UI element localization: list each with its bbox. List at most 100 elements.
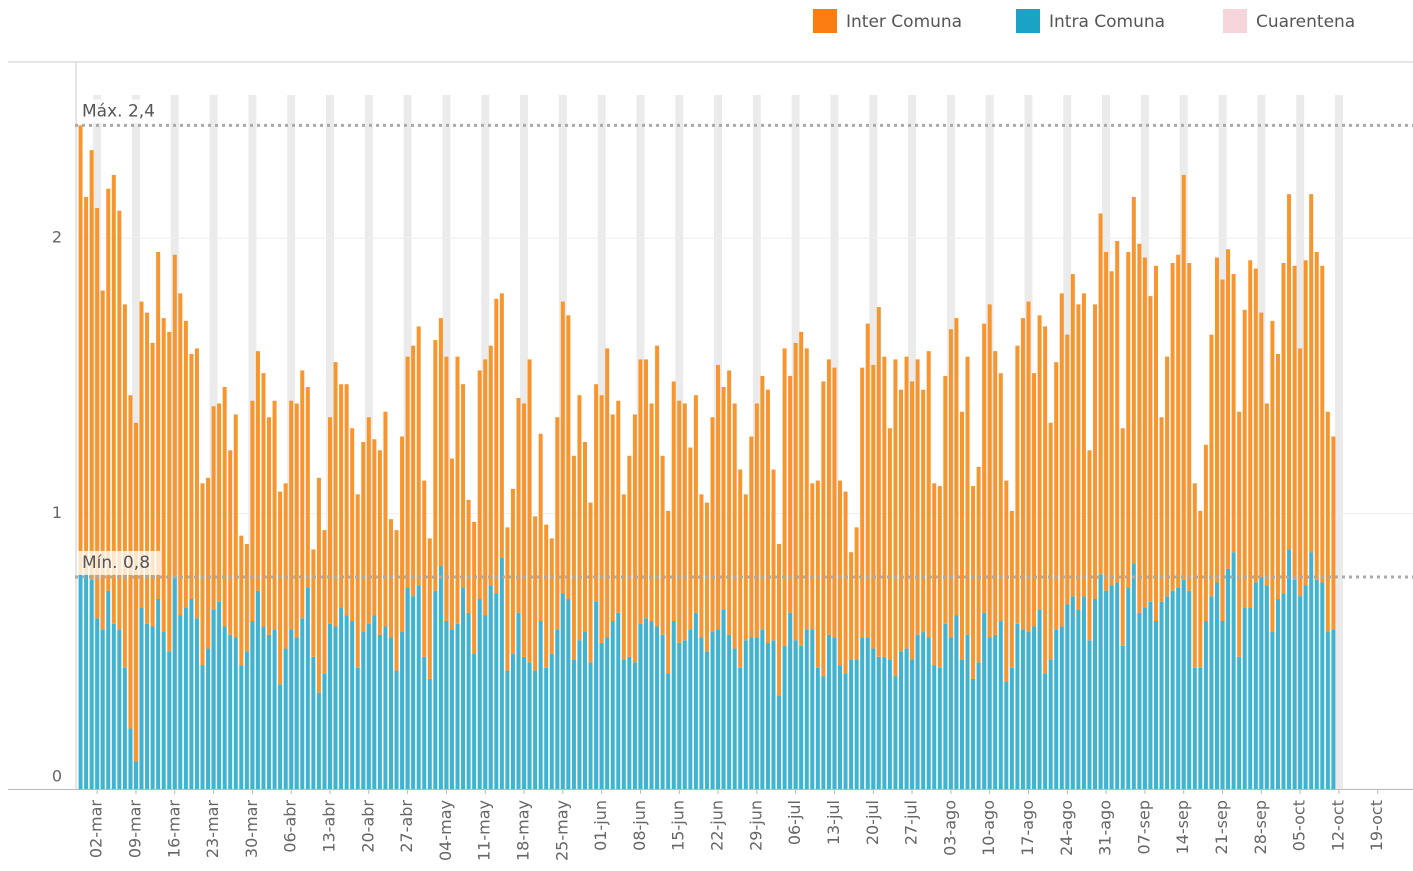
bar-segment xyxy=(333,626,338,789)
bar-segment xyxy=(100,290,105,630)
x-tick-label: 08-jun xyxy=(630,800,649,851)
bar-segment xyxy=(971,486,976,679)
x-tick-label: 16-mar xyxy=(164,800,183,859)
x-tick-label: 11-may xyxy=(475,800,494,861)
bar-segment xyxy=(400,632,405,789)
bar-segment xyxy=(682,640,687,789)
bar-segment xyxy=(738,469,743,668)
bar-segment xyxy=(178,293,183,616)
bar-segment xyxy=(1020,629,1025,789)
bar-segment xyxy=(666,510,671,674)
bar-segment xyxy=(289,629,294,789)
bar-segment xyxy=(854,659,859,789)
quarantine-band xyxy=(1334,95,1343,789)
bar-segment xyxy=(228,450,233,635)
bar-segment xyxy=(671,381,676,622)
x-tick-label: 06-jul xyxy=(785,800,804,845)
bar-segment xyxy=(1104,252,1109,591)
x-tick-label: 02-mar xyxy=(87,800,106,859)
bar-segment xyxy=(89,150,94,580)
x-tick-label: 28-sep xyxy=(1251,800,1270,854)
bar-segment xyxy=(871,648,876,789)
bar-segment xyxy=(976,466,981,663)
bar-segment xyxy=(1281,593,1286,789)
bar-segment xyxy=(577,395,582,641)
bar-segment xyxy=(1009,510,1014,668)
bar-segment xyxy=(921,632,926,789)
bar-segment xyxy=(987,637,992,789)
bar-segment xyxy=(239,535,244,666)
bar-segment xyxy=(649,403,654,622)
bar-segment xyxy=(1309,194,1314,553)
bar-segment xyxy=(433,340,438,591)
bar-segment xyxy=(1226,249,1231,569)
bar-segment xyxy=(206,648,211,789)
bar-segment xyxy=(405,587,410,789)
bar-segment xyxy=(78,125,83,575)
x-tick-label: 19-oct xyxy=(1367,800,1386,851)
y-tick-label: 2 xyxy=(52,228,62,247)
bar-segment xyxy=(804,629,809,789)
bar-segment xyxy=(100,629,105,789)
bar-segment xyxy=(1131,196,1136,564)
bar-segment xyxy=(383,411,388,627)
bar-segment xyxy=(122,304,127,668)
bar-segment xyxy=(455,623,460,789)
bar-segment xyxy=(516,612,521,789)
bar-segment xyxy=(887,659,892,789)
bar-segment xyxy=(1253,268,1258,583)
bar-segment xyxy=(172,576,177,789)
legend: Inter Comuna Intra Comuna Cuarentena xyxy=(813,9,1355,33)
bar-segment xyxy=(200,483,205,666)
bar-segment xyxy=(1120,645,1125,789)
bar-segment xyxy=(416,585,421,789)
bar-segment xyxy=(472,654,477,789)
bar-segment xyxy=(566,598,571,789)
bar-segment xyxy=(898,389,903,652)
bar-segment xyxy=(926,351,931,638)
bar-segment xyxy=(1048,422,1053,660)
reference-label: Mín. 0,8 xyxy=(82,553,150,573)
bar-segment xyxy=(233,637,238,789)
bar-segment xyxy=(316,477,321,693)
bar-segment xyxy=(483,359,488,616)
x-tick-label: 25-may xyxy=(552,800,571,861)
bar-segment xyxy=(865,637,870,789)
legend-swatch xyxy=(1223,9,1247,33)
bar-segment xyxy=(1159,601,1164,789)
bar-segment xyxy=(860,637,865,789)
bar-segment xyxy=(876,307,881,657)
bar-segment xyxy=(1320,265,1325,583)
bar-segment xyxy=(117,210,122,630)
bar-segment xyxy=(577,640,582,789)
bar-segment xyxy=(1081,293,1086,597)
bar-segment xyxy=(738,667,743,789)
bar-segment xyxy=(943,623,948,789)
bar-segment xyxy=(438,565,443,789)
bar-segment xyxy=(838,665,843,789)
bar-segment xyxy=(527,359,532,663)
bar-segment xyxy=(1231,274,1236,553)
legend-label: Inter Comuna xyxy=(846,12,962,32)
bar-segment xyxy=(1292,265,1297,580)
bar-segment xyxy=(771,640,776,789)
bar-segment xyxy=(167,651,172,789)
bar-segment xyxy=(893,359,898,677)
bar-segment xyxy=(777,695,782,789)
bar-segment xyxy=(721,386,726,611)
bar-segment xyxy=(627,656,632,789)
bar-segment xyxy=(1142,257,1147,608)
bar-segment xyxy=(1220,279,1225,622)
axes: 0 1 2 02-mar 09-mar 16-mar 23-mar 30-mar 06-abr 1… xyxy=(52,228,1386,861)
bar-segment xyxy=(339,384,344,608)
x-tick-label: 17-ago xyxy=(1018,800,1037,856)
bar-segment xyxy=(544,667,549,789)
x-tick-label: 31-ago xyxy=(1096,800,1115,856)
bar-segment xyxy=(1032,373,1037,627)
bar-segment xyxy=(594,601,599,789)
bar-segment xyxy=(560,593,565,789)
bar-segment xyxy=(566,315,571,599)
bar-segment xyxy=(876,656,881,789)
bar-segment xyxy=(1314,579,1319,789)
bar-segment xyxy=(95,207,100,619)
